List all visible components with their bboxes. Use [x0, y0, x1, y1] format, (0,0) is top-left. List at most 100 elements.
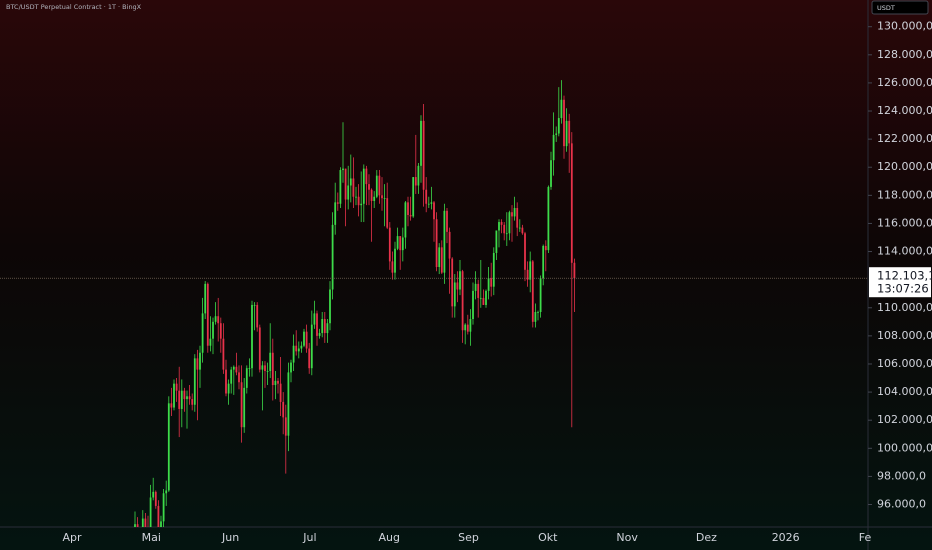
- candle-body: [396, 236, 399, 249]
- candle-body: [537, 311, 539, 313]
- candle-body: [524, 233, 526, 270]
- y-tick-label: 104.000,0: [877, 385, 932, 398]
- y-tick-label: 120.000,0: [877, 160, 932, 173]
- candle-body: [482, 297, 485, 305]
- candle-body: [160, 521, 162, 527]
- y-tick-label: 106.000,0: [877, 357, 932, 370]
- x-tick-label: Apr: [62, 531, 82, 544]
- candle-body: [336, 202, 339, 204]
- x-tick-label: Sep: [458, 531, 479, 544]
- candle-body: [326, 323, 329, 334]
- candle-body: [209, 338, 212, 346]
- candle-body: [295, 345, 298, 352]
- y-tick-label: 128.000,0: [877, 48, 932, 61]
- candle-body: [459, 271, 461, 290]
- candle-body: [521, 227, 524, 234]
- candle-body: [573, 262, 576, 279]
- candle-body: [165, 490, 168, 494]
- candle-body: [542, 245, 545, 279]
- candle-body: [274, 380, 277, 386]
- candle-body: [547, 186, 550, 251]
- candle-body: [505, 233, 508, 235]
- candle-body: [513, 207, 516, 217]
- y-tick-label: 98.000,0: [877, 469, 926, 482]
- currency-box[interactable]: [871, 0, 929, 15]
- candle-body: [284, 417, 287, 436]
- candle-body: [466, 324, 469, 332]
- candle-body: [388, 227, 391, 262]
- candle-body: [271, 352, 274, 386]
- candle-body: [318, 333, 321, 336]
- candle-body: [417, 165, 420, 186]
- candle-body: [201, 313, 204, 353]
- candle-body: [279, 383, 282, 402]
- candle-body: [178, 390, 181, 409]
- candle-body: [362, 168, 365, 204]
- candle-body: [474, 283, 477, 291]
- chart-title: BTC/USDT Perpetual Contract · 1T · BingX: [6, 3, 142, 11]
- candle-body: [212, 321, 214, 339]
- candle-body: [552, 134, 555, 161]
- y-tick-label: 124.000,0: [877, 104, 932, 117]
- candle-body: [370, 189, 373, 201]
- candle-body: [427, 203, 430, 205]
- candle-body: [568, 120, 571, 144]
- x-tick-label: Dez: [696, 531, 717, 544]
- candle-body: [498, 222, 500, 231]
- candle-body: [391, 261, 394, 273]
- candle-body: [544, 245, 547, 251]
- candle-body: [214, 316, 217, 322]
- candle-body: [219, 323, 222, 339]
- y-tick-label: 114.000,0: [877, 245, 932, 258]
- x-tick-label: Fe: [859, 531, 872, 544]
- y-tick-label: 122.000,0: [877, 132, 932, 145]
- candle-body: [394, 248, 396, 273]
- candle-body: [287, 372, 290, 436]
- candle-body: [339, 170, 342, 204]
- candle-body: [173, 383, 175, 408]
- candle-body: [365, 168, 368, 185]
- x-tick-label: Aug: [378, 531, 399, 544]
- candle-body: [560, 99, 563, 119]
- candle-body: [357, 196, 360, 206]
- countdown: 13:07:26: [877, 282, 929, 296]
- candle-body: [344, 168, 347, 200]
- candle-body: [381, 195, 383, 199]
- candle-body: [264, 365, 266, 372]
- candle-body: [144, 518, 147, 527]
- candle-body: [253, 304, 256, 306]
- candle-body: [258, 327, 261, 370]
- candle-body: [245, 368, 248, 388]
- candle-body: [154, 491, 157, 506]
- candle-body: [435, 219, 438, 268]
- candle-body: [157, 505, 160, 527]
- candle-body: [251, 304, 253, 369]
- candle-body: [313, 313, 316, 325]
- candle-body: [563, 99, 565, 147]
- y-tick-label: 126.000,0: [877, 76, 932, 89]
- candle-body: [238, 372, 240, 383]
- candle-body: [292, 345, 295, 363]
- candle-body: [303, 331, 305, 346]
- candle-body: [508, 212, 511, 234]
- candle-body: [565, 120, 568, 147]
- candle-body: [526, 269, 529, 280]
- candle-body: [518, 227, 521, 229]
- candle-body: [360, 203, 363, 206]
- candle-body: [323, 319, 326, 334]
- candle-body: [300, 345, 303, 349]
- candle-body: [409, 215, 412, 217]
- candle-body: [368, 184, 370, 190]
- candle-body: [495, 230, 498, 253]
- candle-body: [490, 278, 493, 287]
- currency[interactable]: USDT: [877, 4, 895, 12]
- x-tick-label: Mai: [142, 531, 161, 544]
- candle-body: [152, 491, 155, 498]
- candle-body: [316, 313, 318, 336]
- candle-body: [446, 210, 448, 232]
- x-tick-label: 2026: [772, 531, 800, 544]
- candle-body: [230, 369, 233, 384]
- candle-body: [206, 283, 209, 346]
